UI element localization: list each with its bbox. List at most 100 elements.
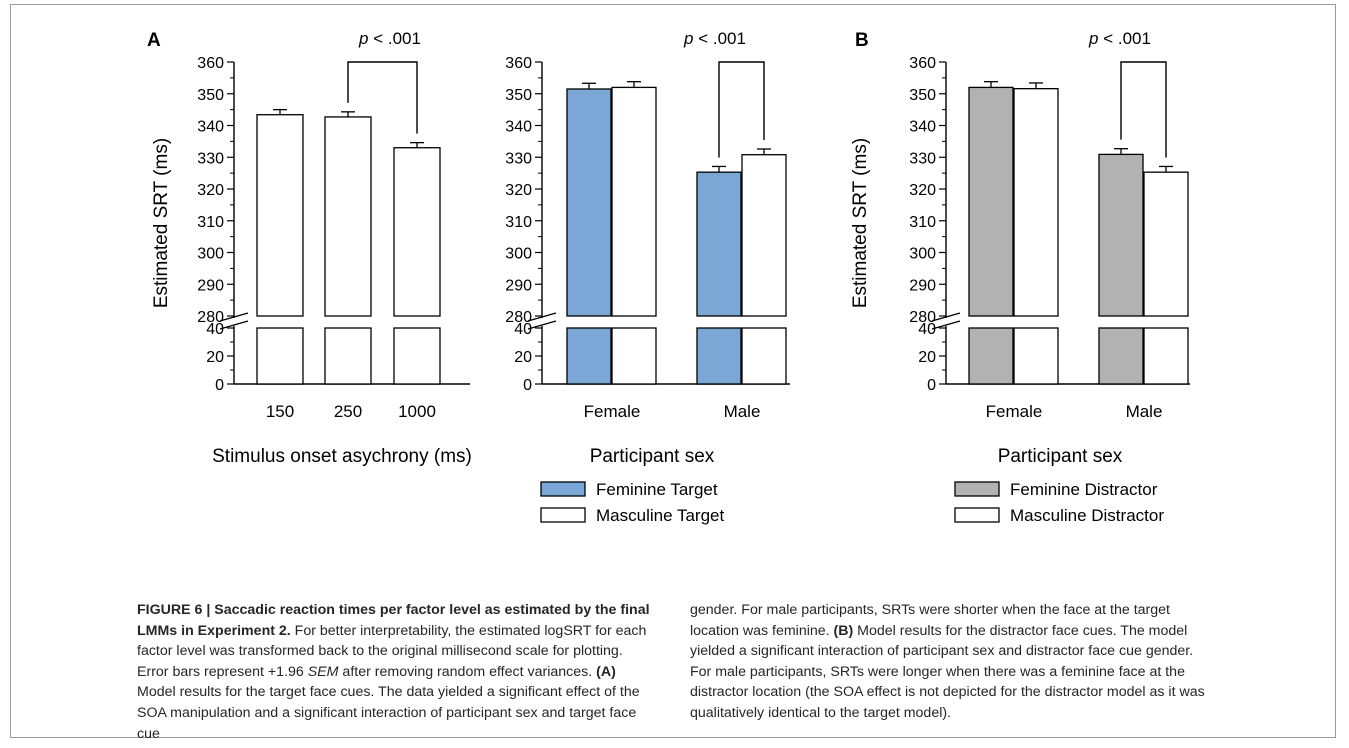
y-axis-label: Estimated SRT (ms) (151, 138, 172, 308)
bar (612, 87, 656, 316)
bar (325, 117, 371, 316)
legend-label: Feminine Target (596, 480, 718, 499)
axis-break-gap (254, 317, 306, 327)
y-tick-label: 360 (909, 55, 936, 72)
bar (1144, 328, 1188, 384)
y-tick-label: 360 (505, 55, 532, 72)
y-tick-label: 0 (927, 377, 936, 394)
y-tick-label: 0 (215, 377, 224, 394)
y-tick-label: 350 (909, 87, 936, 104)
bar (1099, 154, 1143, 316)
y-tick-label: 330 (197, 150, 224, 167)
bar (1099, 328, 1143, 384)
y-tick-label: 20 (514, 349, 532, 366)
significance-label: p < .001 (683, 29, 746, 48)
y-tick-label: 350 (197, 87, 224, 104)
y-tick-label: 300 (909, 246, 936, 263)
y-tick-label: 20 (918, 349, 936, 366)
bar (969, 87, 1013, 316)
x-axis-label: Participant sex (998, 446, 1123, 467)
legend-swatch (955, 482, 999, 496)
x-tick-label: Male (1126, 402, 1163, 421)
y-tick-label: 20 (206, 349, 224, 366)
panel-label: A (147, 30, 161, 51)
significance-label: p < .001 (358, 29, 421, 48)
caption-label-a: (A) (596, 664, 616, 680)
bar (742, 328, 786, 384)
axis-break-gap (1096, 317, 1146, 327)
y-tick-label: 310 (197, 214, 224, 231)
significance-bracket (719, 62, 764, 157)
x-axis-label: Participant sex (590, 446, 715, 467)
caption-text: after removing random effect variances. (338, 664, 596, 680)
y-tick-label: 340 (505, 119, 532, 136)
axis-break-gap (966, 317, 1016, 327)
x-tick-label: Female (584, 402, 641, 421)
bar (567, 89, 611, 316)
y-tick-label: 350 (505, 87, 532, 104)
panel-label: B (855, 30, 869, 51)
axis-break-gap (564, 317, 614, 327)
caption-column-left: FIGURE 6 | Saccadic reaction times per f… (137, 600, 657, 744)
y-tick-label: 40 (514, 321, 532, 338)
y-tick-label: 290 (909, 277, 936, 294)
significance-bracket (1121, 62, 1166, 157)
y-tick-label: 0 (523, 377, 532, 394)
y-tick-label: 310 (909, 214, 936, 231)
caption-sem: SEM (308, 664, 339, 680)
y-tick-label: 300 (197, 246, 224, 263)
y-tick-label: 300 (505, 246, 532, 263)
caption-label-b: (B) (834, 623, 854, 639)
x-tick-label: Female (986, 402, 1043, 421)
x-axis-label: Stimulus onset asychrony (ms) (212, 446, 472, 467)
legend-swatch (541, 508, 585, 522)
axis-break-gap (694, 317, 744, 327)
bar (697, 172, 741, 316)
x-tick-label: Male (724, 402, 761, 421)
figure-svg: A36035034033032031030029028040200Estimat… (0, 0, 1349, 590)
legend-label: Feminine Distractor (1010, 480, 1158, 499)
bar (1014, 89, 1058, 316)
y-tick-label: 340 (197, 119, 224, 136)
y-tick-label: 310 (505, 214, 532, 231)
y-tick-label: 330 (505, 150, 532, 167)
y-tick-label: 40 (206, 321, 224, 338)
y-tick-label: 360 (197, 55, 224, 72)
caption-text: Model results for the target face cues. … (137, 684, 640, 741)
legend-label: Masculine Target (596, 506, 724, 525)
bar (697, 328, 741, 384)
bar (612, 328, 656, 384)
x-tick-label: 1000 (398, 402, 436, 421)
y-tick-label: 330 (909, 150, 936, 167)
bar (742, 155, 786, 316)
axis-break-gap (322, 317, 374, 327)
y-tick-label: 320 (197, 182, 224, 199)
y-tick-label: 290 (197, 277, 224, 294)
legend-swatch (955, 508, 999, 522)
bar (969, 328, 1013, 384)
bar (325, 328, 371, 384)
x-tick-label: 150 (266, 402, 294, 421)
axis-break-gap (1011, 317, 1061, 327)
axis-break-gap (609, 317, 659, 327)
bar (257, 328, 303, 384)
bar (257, 115, 303, 316)
bar (567, 328, 611, 384)
bar (394, 148, 440, 316)
x-tick-label: 250 (334, 402, 362, 421)
bar (1144, 172, 1188, 316)
y-tick-label: 290 (505, 277, 532, 294)
y-axis-label: Estimated SRT (ms) (850, 138, 871, 308)
y-tick-label: 320 (909, 182, 936, 199)
significance-label: p < .001 (1088, 29, 1151, 48)
legend-label: Masculine Distractor (1010, 506, 1164, 525)
axis-break-gap (391, 317, 443, 327)
bar (394, 328, 440, 384)
bar (1014, 328, 1058, 384)
y-tick-label: 320 (505, 182, 532, 199)
legend-swatch (541, 482, 585, 496)
axis-break-gap (739, 317, 789, 327)
y-tick-label: 340 (909, 119, 936, 136)
y-tick-label: 40 (918, 321, 936, 338)
axis-break-gap (1141, 317, 1191, 327)
